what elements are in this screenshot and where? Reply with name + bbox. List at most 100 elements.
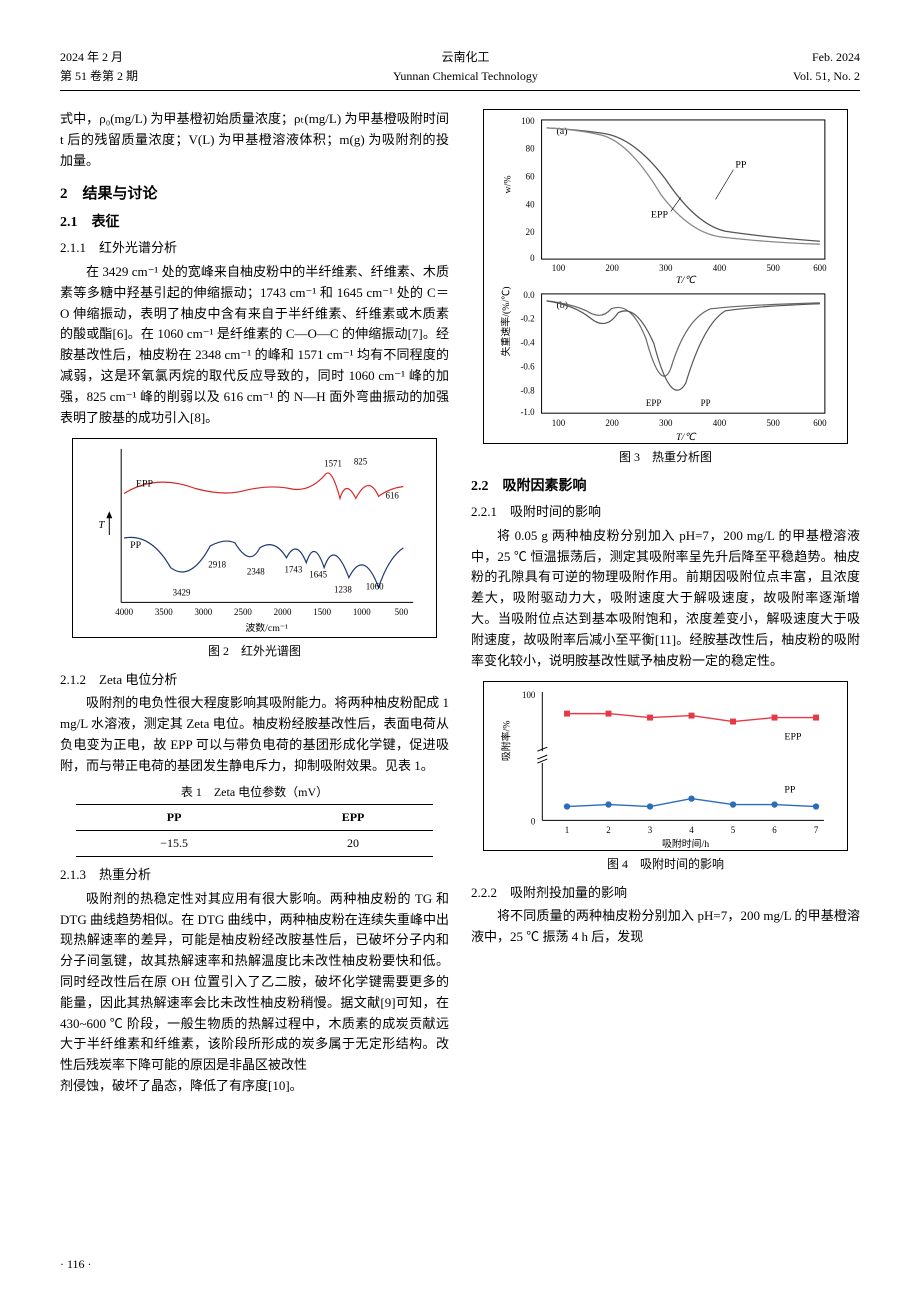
svg-text:EPP: EPP bbox=[651, 210, 669, 221]
svg-text:6: 6 bbox=[772, 826, 777, 836]
svg-text:(a): (a) bbox=[556, 126, 567, 137]
svg-text:1238: 1238 bbox=[334, 585, 352, 595]
page-number: · 116 · bbox=[60, 1255, 92, 1274]
svg-text:2: 2 bbox=[606, 826, 610, 836]
para-tg-cont: 剂侵蚀，破坏了晶态，降低了有序度[10]。 bbox=[60, 1076, 449, 1097]
figure-3-caption: 图 3 热重分析图 bbox=[471, 448, 860, 467]
section-2-1-1-heading: 2.1.1 红外光谱分析 bbox=[60, 238, 449, 259]
table-1-title: 表 1 Zeta 电位参数（mV） bbox=[60, 783, 449, 802]
header-left: 2024 年 2 月 第 51 卷第 2 期 bbox=[60, 48, 138, 86]
figure-2: 4000 3500 3000 2500 2000 1500 1000 500 波… bbox=[72, 438, 438, 638]
journal-name-cn: 云南化工 bbox=[138, 48, 793, 67]
svg-text:3000: 3000 bbox=[194, 608, 212, 618]
svg-text:4: 4 bbox=[689, 826, 694, 836]
svg-text:200: 200 bbox=[605, 263, 619, 273]
section-2-1-3-heading: 2.1.3 热重分析 bbox=[60, 865, 449, 886]
svg-text:5: 5 bbox=[730, 826, 735, 836]
para-adsorption-time: 将 0.05 g 两种柚皮粉分别加入 pH=7，200 mg/L 的甲基橙溶液中… bbox=[471, 526, 860, 672]
svg-text:600: 600 bbox=[813, 418, 827, 428]
svg-text:400: 400 bbox=[712, 263, 726, 273]
svg-text:吸附时间/h: 吸附时间/h bbox=[662, 837, 709, 850]
header-right: Feb. 2024 Vol. 51, No. 2 bbox=[793, 48, 860, 86]
svg-text:500: 500 bbox=[766, 418, 780, 428]
svg-text:T/℃: T/℃ bbox=[676, 432, 697, 443]
svg-text:1743: 1743 bbox=[284, 565, 302, 575]
ir-spectrum-svg: 4000 3500 3000 2500 2000 1500 1000 500 波… bbox=[73, 439, 437, 637]
svg-text:1571: 1571 bbox=[324, 459, 342, 469]
svg-text:100: 100 bbox=[551, 418, 565, 428]
header-date-en: Feb. 2024 bbox=[793, 48, 860, 67]
svg-text:300: 300 bbox=[659, 418, 673, 428]
svg-text:2918: 2918 bbox=[208, 560, 226, 570]
svg-text:1645: 1645 bbox=[309, 570, 327, 580]
svg-text:PP: PP bbox=[735, 160, 747, 171]
svg-text:1000: 1000 bbox=[353, 608, 371, 618]
header-center: 云南化工 Yunnan Chemical Technology bbox=[138, 48, 793, 86]
zeta-table: PP EPP −15.5 20 bbox=[76, 804, 434, 857]
svg-text:-0.2: -0.2 bbox=[520, 314, 534, 324]
svg-text:4000: 4000 bbox=[115, 608, 133, 618]
svg-text:616: 616 bbox=[385, 491, 399, 501]
svg-text:7: 7 bbox=[813, 826, 818, 836]
table-col-epp: EPP bbox=[273, 804, 434, 830]
header-date-cn: 2024 年 2 月 bbox=[60, 48, 138, 67]
header-vol-cn: 第 51 卷第 2 期 bbox=[60, 67, 138, 86]
figure-2-caption: 图 2 红外光谱图 bbox=[60, 642, 449, 661]
para-ir: 在 3429 cm⁻¹ 处的宽峰来自柚皮粉中的半纤维素、纤维素、木质素等多糖中羟… bbox=[60, 262, 449, 428]
svg-text:3: 3 bbox=[647, 826, 652, 836]
svg-text:-0.8: -0.8 bbox=[520, 386, 535, 396]
section-2-1-2-heading: 2.1.2 Zeta 电位分析 bbox=[60, 670, 449, 691]
section-2-2-2-heading: 2.2.2 吸附剂投加量的影响 bbox=[471, 883, 860, 904]
formula-legend: 式中，ρ₀(mg/L) 为甲基橙初始质量浓度；ρₜ(mg/L) 为甲基橙吸附时间… bbox=[60, 109, 449, 171]
svg-text:100: 100 bbox=[551, 263, 565, 273]
svg-text:500: 500 bbox=[766, 263, 780, 273]
svg-text:波数/cm⁻¹: 波数/cm⁻¹ bbox=[245, 621, 288, 634]
svg-text:PP: PP bbox=[700, 399, 710, 409]
svg-text:-1.0: -1.0 bbox=[520, 408, 535, 418]
para-dosage: 将不同质量的两种柚皮粉分别加入 pH=7，200 mg/L 的甲基橙溶液中，25… bbox=[471, 906, 860, 948]
svg-text:2348: 2348 bbox=[247, 567, 265, 577]
section-2-heading: 2 结果与讨论 bbox=[60, 182, 449, 206]
svg-text:600: 600 bbox=[813, 263, 827, 273]
svg-text:60: 60 bbox=[525, 172, 534, 182]
svg-text:1500: 1500 bbox=[313, 608, 331, 618]
svg-text:0: 0 bbox=[531, 817, 536, 827]
svg-text:80: 80 bbox=[525, 144, 534, 154]
svg-text:-0.4: -0.4 bbox=[520, 338, 535, 348]
table-cell: 20 bbox=[273, 830, 434, 856]
figure-4-caption: 图 4 吸附时间的影响 bbox=[471, 855, 860, 874]
svg-text:EPP: EPP bbox=[136, 479, 154, 490]
svg-text:500: 500 bbox=[394, 608, 408, 618]
table-cell: −15.5 bbox=[76, 830, 273, 856]
svg-text:20: 20 bbox=[525, 228, 534, 238]
svg-text:EPP: EPP bbox=[646, 399, 661, 409]
svg-text:1: 1 bbox=[564, 826, 568, 836]
journal-name-en: Yunnan Chemical Technology bbox=[138, 67, 793, 86]
figure-3: (a) 100 80 60 40 20 0 w/% 100 200 300 40… bbox=[483, 109, 849, 444]
svg-text:0: 0 bbox=[530, 253, 535, 263]
svg-text:200: 200 bbox=[605, 418, 619, 428]
svg-text:w/%: w/% bbox=[502, 176, 513, 194]
svg-text:2000: 2000 bbox=[273, 608, 291, 618]
svg-text:T: T bbox=[98, 519, 105, 531]
svg-text:400: 400 bbox=[712, 418, 726, 428]
figure-4: 100 0 吸附率/% 1 2 3 4 5 6 7 吸附时间/h EP bbox=[483, 681, 849, 851]
svg-text:0.0: 0.0 bbox=[523, 290, 535, 300]
thermal-analysis-svg: (a) 100 80 60 40 20 0 w/% 100 200 300 40… bbox=[484, 110, 848, 443]
svg-text:PP: PP bbox=[784, 785, 795, 796]
svg-text:825: 825 bbox=[354, 457, 368, 467]
para-tg: 吸附剂的热稳定性对其应用有很大影响。两种柚皮粉的 TG 和 DTG 曲线趋势相似… bbox=[60, 889, 449, 1076]
adsorption-time-svg: 100 0 吸附率/% 1 2 3 4 5 6 7 吸附时间/h EP bbox=[484, 682, 848, 850]
header-vol-en: Vol. 51, No. 2 bbox=[793, 67, 860, 86]
svg-text:失重速率/(%/℃): 失重速率/(%/℃) bbox=[498, 287, 511, 357]
page-body: 式中，ρ₀(mg/L) 为甲基橙初始质量浓度；ρₜ(mg/L) 为甲基橙吸附时间… bbox=[60, 109, 860, 1259]
svg-text:PP: PP bbox=[130, 540, 141, 551]
svg-text:T/℃: T/℃ bbox=[676, 275, 697, 286]
table-1: 表 1 Zeta 电位参数（mV） PP EPP −15.5 20 bbox=[60, 783, 449, 858]
section-2-2-1-heading: 2.2.1 吸附时间的影响 bbox=[471, 502, 860, 523]
svg-text:3429: 3429 bbox=[172, 588, 190, 598]
svg-text:40: 40 bbox=[525, 200, 534, 210]
svg-text:300: 300 bbox=[659, 263, 673, 273]
svg-text:100: 100 bbox=[521, 116, 535, 126]
svg-text:1060: 1060 bbox=[365, 582, 383, 592]
